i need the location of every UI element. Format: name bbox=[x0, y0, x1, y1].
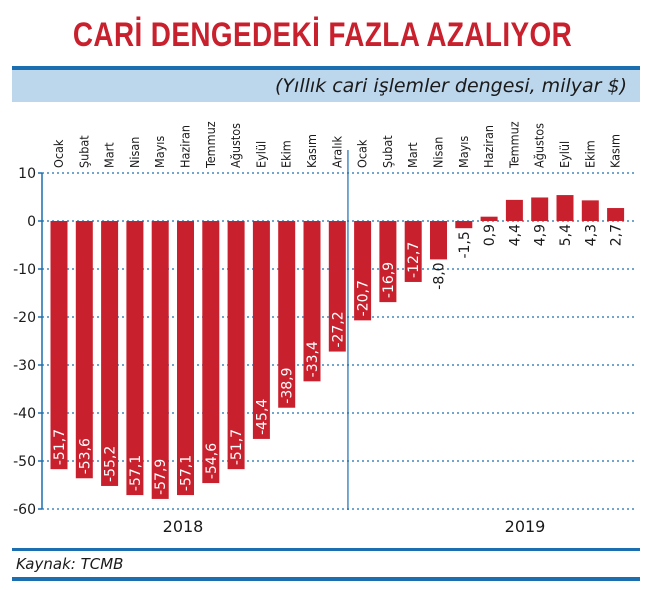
category-label: Mart bbox=[102, 142, 117, 168]
value-label: -1,5 bbox=[457, 231, 473, 258]
bar bbox=[379, 221, 397, 303]
category-label: Nisan bbox=[431, 137, 446, 168]
bar bbox=[151, 221, 169, 499]
value-label: -51,7 bbox=[229, 429, 245, 465]
bar bbox=[430, 221, 447, 260]
category-label: Temmuz bbox=[203, 121, 218, 169]
chart-title: CARİ DENGEDEKİ FAZLA AZALIYOR bbox=[72, 16, 573, 54]
value-label: 5,4 bbox=[558, 224, 574, 246]
value-label: -33,4 bbox=[305, 341, 321, 377]
value-label: -45,4 bbox=[254, 399, 270, 435]
category-label: Ocak bbox=[355, 139, 370, 168]
chart-subtitle: (Yıllık cari işlemler dengesi, milyar $) bbox=[275, 75, 627, 97]
y-tick-label: -50 bbox=[13, 454, 36, 470]
category-label: Ekim bbox=[279, 140, 294, 168]
value-label: -55,2 bbox=[103, 446, 119, 482]
y-tick-label: -60 bbox=[13, 502, 36, 518]
value-label: 0,9 bbox=[482, 224, 498, 246]
bar bbox=[581, 200, 599, 221]
bar bbox=[50, 221, 68, 470]
bar bbox=[556, 195, 574, 221]
bar bbox=[303, 221, 321, 382]
bar bbox=[75, 221, 93, 479]
category-label: Temmuz bbox=[506, 121, 521, 169]
value-label: -54,6 bbox=[204, 443, 220, 479]
category-label: Ocak bbox=[51, 139, 66, 168]
bar bbox=[252, 221, 270, 439]
subtitle-band bbox=[12, 70, 640, 102]
value-label: -8,0 bbox=[432, 262, 448, 289]
value-label: -57,9 bbox=[153, 459, 169, 495]
top-rule bbox=[12, 66, 640, 70]
y-tick-label: -20 bbox=[13, 310, 36, 326]
bars bbox=[50, 195, 625, 499]
value-label: -57,1 bbox=[179, 455, 195, 491]
value-label: 4,9 bbox=[533, 224, 549, 246]
y-axis: 10 0 -10 -20 -30 -40 -50 -60 bbox=[13, 166, 43, 518]
y-tick-label: -30 bbox=[13, 358, 36, 374]
value-labels: -51,7 -53,6 -55,2 -57,1 -57,9 -57,1 -54,6 -51,7… bbox=[52, 224, 625, 495]
category-label: Haziran bbox=[481, 125, 496, 168]
source-rule bbox=[12, 548, 640, 551]
bar bbox=[354, 221, 372, 321]
category-label: Kasım bbox=[304, 134, 319, 168]
bar bbox=[480, 216, 498, 221]
y-tick-label: 0 bbox=[27, 214, 36, 230]
bar bbox=[126, 221, 144, 496]
category-label: Ağustos bbox=[532, 123, 547, 168]
value-label: 2,7 bbox=[609, 224, 625, 246]
bar bbox=[101, 221, 119, 486]
category-label: Ekim bbox=[582, 140, 597, 168]
category-label: Şubat bbox=[380, 135, 395, 168]
year-label: 2019 bbox=[505, 517, 546, 536]
year-label: 2018 bbox=[163, 517, 204, 536]
y-tick-label: 10 bbox=[18, 166, 36, 182]
value-label: -38,9 bbox=[280, 367, 296, 403]
value-label: -53,6 bbox=[77, 438, 93, 474]
category-label: Nisan bbox=[127, 137, 142, 168]
year-labels: 2018 2019 bbox=[163, 517, 546, 536]
category-label: Haziran bbox=[178, 125, 193, 168]
category-label: Mayıs bbox=[456, 136, 471, 168]
value-label: -57,1 bbox=[128, 455, 144, 491]
bar bbox=[328, 221, 346, 352]
value-label: -16,9 bbox=[381, 262, 397, 298]
bar bbox=[278, 221, 296, 408]
y-tick-label: -10 bbox=[13, 262, 36, 278]
category-label: Mart bbox=[405, 142, 420, 168]
bar bbox=[404, 221, 422, 282]
category-label: Şubat bbox=[76, 135, 91, 168]
value-label: -12,7 bbox=[406, 242, 422, 278]
bar bbox=[531, 197, 549, 221]
bar bbox=[607, 208, 625, 221]
bar bbox=[202, 221, 220, 484]
source-note: Kaynak: TCMB bbox=[16, 555, 124, 573]
category-label: Mayıs bbox=[152, 136, 167, 168]
value-label: 4,3 bbox=[583, 224, 599, 246]
bar bbox=[177, 221, 194, 496]
category-label: Eylül bbox=[557, 141, 572, 168]
category-labels: Ocak Şubat Mart Nisan Mayıs Haziran Temmuz Ağus… bbox=[51, 121, 623, 169]
category-label: Kasım bbox=[608, 134, 623, 168]
y-tick-label: -40 bbox=[13, 406, 36, 422]
value-label: -27,2 bbox=[330, 311, 346, 347]
bar bbox=[505, 199, 523, 221]
value-label: -20,7 bbox=[356, 280, 372, 316]
bottom-rule bbox=[12, 577, 640, 581]
bar bbox=[455, 221, 473, 229]
value-label: -51,7 bbox=[52, 429, 68, 465]
value-label: 4,4 bbox=[507, 224, 523, 246]
category-label: Aralık bbox=[329, 136, 344, 168]
category-label: Ağustos bbox=[228, 123, 243, 168]
category-label: Eylül bbox=[253, 141, 268, 168]
bar bbox=[227, 221, 245, 470]
